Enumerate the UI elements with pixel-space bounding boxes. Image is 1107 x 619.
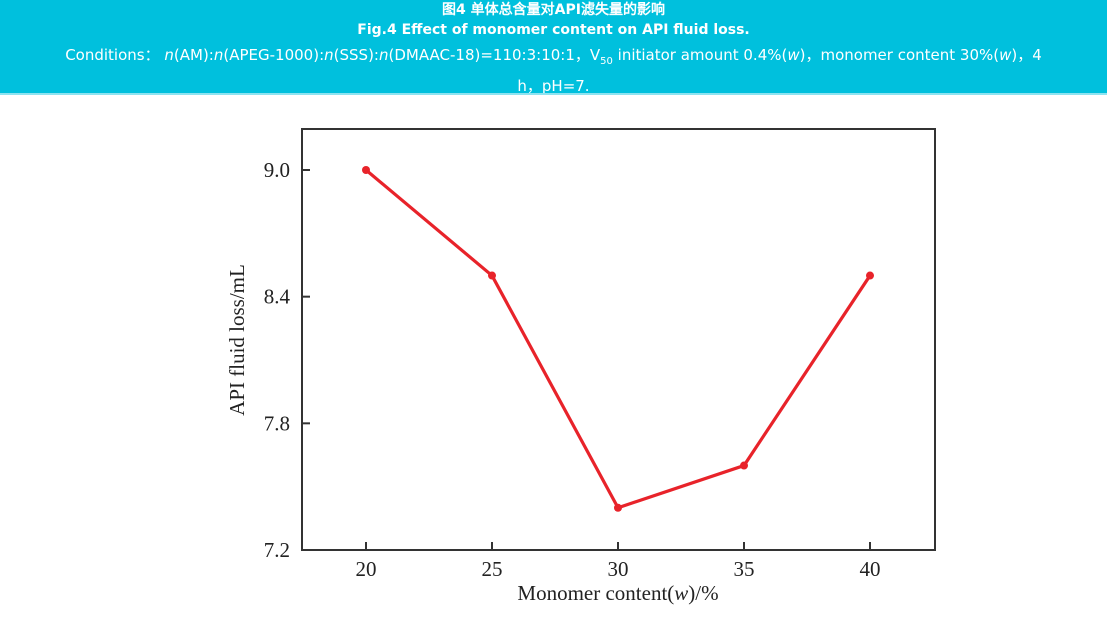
x-tick-label: 40 xyxy=(860,557,881,581)
caption-title-chinese: 图4 单体总含量对API滤失量的影响 xyxy=(442,2,665,18)
conditions-line-1: Conditions： n(AM):n(APEG-1000):n(SSS):n(… xyxy=(0,43,1107,74)
y-axis-label: API fluid loss/mL xyxy=(225,264,249,416)
x-axis-ticks: 20 25 30 35 40 xyxy=(356,542,881,581)
x-tick-label: 20 xyxy=(356,557,377,581)
x-axis-label: Monomer content(w)/% xyxy=(517,581,718,605)
x-tick-label: 25 xyxy=(482,557,503,581)
banner-divider xyxy=(0,93,1107,95)
conditions-line-2: h，pH=7. xyxy=(517,77,590,95)
series-line xyxy=(364,168,872,510)
plot-frame xyxy=(301,128,936,551)
caption-title-english: Fig.4 Effect of monomer content on API f… xyxy=(357,22,750,38)
plot-border xyxy=(301,128,936,551)
y-tick-label: 9.0 xyxy=(264,158,290,182)
conditions-label: Conditions： xyxy=(65,46,160,64)
y-tick-label: 8.4 xyxy=(264,285,291,309)
data-point-marker xyxy=(488,271,496,280)
data-point-marker xyxy=(614,503,622,512)
x-tick-label: 35 xyxy=(734,557,755,581)
data-point-marker xyxy=(362,166,370,174)
y-tick-label: 7.2 xyxy=(264,538,290,562)
y-axis-ticks: 7.2 7.8 8.4 9.0 xyxy=(264,158,310,562)
figure-caption-banner: 图4 单体总含量对API滤失量的影响 Fig.4 Effect of monom… xyxy=(0,0,1107,95)
x-tick-label: 30 xyxy=(608,557,629,581)
data-point-marker xyxy=(866,271,874,280)
caption-conditions: Conditions： n(AM):n(APEG-1000):n(SSS):n(… xyxy=(0,43,1107,98)
data-series-api-fluid-loss xyxy=(362,166,874,512)
conditions-formula: n(AM):n(APEG-1000):n(SSS):n(DMAAC-18)=11… xyxy=(164,46,1042,67)
data-point-marker xyxy=(740,461,748,470)
y-tick-label: 7.8 xyxy=(264,411,290,435)
